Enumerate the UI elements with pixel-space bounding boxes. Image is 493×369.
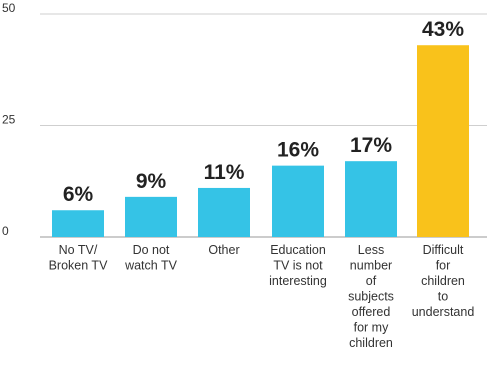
- gridlines: [40, 13, 487, 238]
- value-label-3: 16%: [277, 139, 319, 162]
- category-label-3: Education TV is not interesting: [269, 243, 327, 288]
- bar-2: [198, 187, 250, 237]
- value-label-2: 11%: [204, 161, 245, 184]
- bars: [52, 45, 469, 237]
- bar-4: [345, 161, 397, 237]
- category-label-4: Less number of subjects offered for my childre…: [348, 243, 394, 350]
- bar-1: [125, 196, 177, 237]
- value-label-4: 17%: [350, 134, 392, 157]
- category-labels: No TV/Broken TV Do not watch TV Other Educat…: [49, 243, 475, 350]
- category-label-1: Do not watch TV: [124, 243, 178, 273]
- bar-0: [52, 210, 104, 237]
- value-label-1: 9%: [136, 170, 167, 193]
- y-tick-label: 0: [2, 224, 9, 238]
- y-tick-label: 25: [2, 113, 16, 127]
- category-label-0: No TV/Broken TV: [49, 243, 108, 273]
- bar-3: [272, 165, 324, 237]
- value-label-5: 43%: [422, 18, 464, 41]
- value-labels: 6% 9% 11% 16% 17% 43%: [63, 18, 465, 206]
- y-tick-label: 50: [2, 1, 16, 15]
- bar-5: [417, 45, 469, 237]
- category-label-5: Difficult for children to understand: [412, 243, 475, 319]
- category-label-2: Other: [208, 243, 239, 257]
- value-label-0: 6%: [63, 183, 94, 206]
- y-axis-ticks: 0 25 50: [2, 1, 16, 238]
